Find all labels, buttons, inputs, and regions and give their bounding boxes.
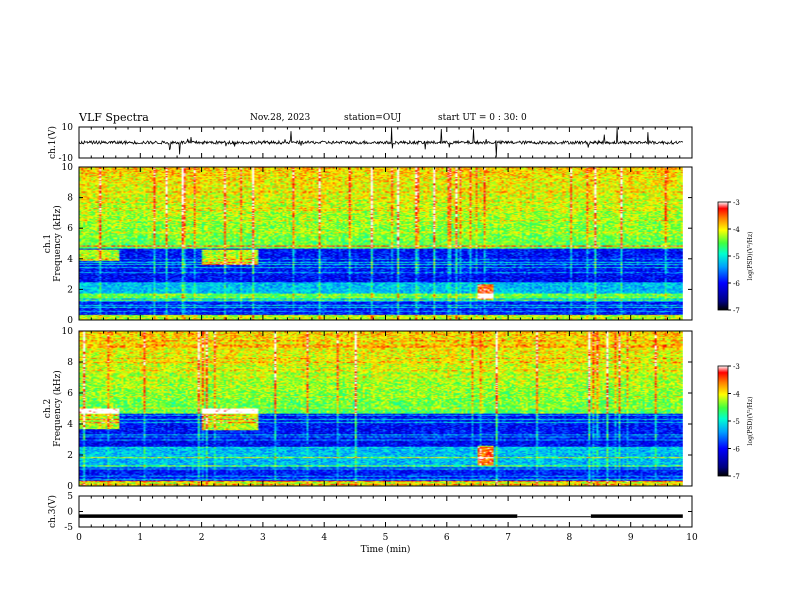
- ch2-spectrogram-ytick-label: 8: [67, 358, 73, 368]
- ch1-waveform-ytick-label: -10: [59, 154, 74, 164]
- ch1-spectrogram-ylabel-line: Frequency (kHz): [52, 205, 63, 282]
- ch2-spectrogram-ytick-label: 10: [62, 327, 74, 337]
- ch1-colorbar-tick-label: -3: [733, 199, 740, 207]
- spectrogram-image-ch1: [79, 167, 683, 320]
- ch2-spectrogram-ytick-label: 4: [67, 420, 73, 430]
- ch2-colorbar: [717, 365, 729, 477]
- ch2-colorbar-label: log(PSD)(V²/Hz): [747, 397, 754, 446]
- ch1-colorbar-tick-label: -7: [733, 307, 740, 315]
- ch1-waveform-ylabel-line: ch.1(V): [47, 126, 58, 159]
- ch2-colorbar-tick-label: -6: [733, 446, 740, 454]
- ch1-colorbar: [717, 201, 729, 311]
- xtick-label: 6: [444, 533, 450, 543]
- ch1-colorbar-tick-label: -5: [733, 253, 740, 261]
- ch1-colorbar-tick-label: -6: [733, 280, 740, 288]
- ch1-spectrogram-ytick-label: 4: [67, 255, 73, 265]
- ch1-waveform-ytick-label: 10: [62, 123, 74, 133]
- xtick-label: 2: [199, 533, 205, 543]
- ch1-waveform-trace: [78, 127, 684, 157]
- ch1-spectrogram-ytick-label: 6: [67, 224, 73, 234]
- ch2-colorbar-tick-label: -5: [733, 418, 740, 426]
- start-time-label: start UT = 0 : 30: 0: [438, 113, 527, 123]
- xtick-label: 1: [137, 533, 143, 543]
- xtick-label: 9: [628, 533, 634, 543]
- ch1-spectrogram-ylabel-line: ch.1: [43, 234, 53, 253]
- ch1-spectrogram-ytick-label: 10: [62, 163, 74, 173]
- xtick-label: 4: [321, 533, 327, 543]
- ch2-spectrogram-ytick-label: 6: [67, 389, 73, 399]
- ch1-spectrogram-ytick-label: 0: [67, 316, 73, 326]
- station-label: station=OUJ: [344, 113, 402, 123]
- ch2-spectrogram-ylabel: ch.2 Frequency (kHz): [43, 370, 63, 447]
- ch1-spectrogram-ytick-label: 8: [67, 194, 73, 204]
- ch2-colorbar-tick-label: -3: [733, 363, 740, 371]
- ch3-waveform-ylabel: ch.3(V): [47, 495, 58, 528]
- ch1-colorbar-label: log(PSD)(V²/Hz): [747, 232, 754, 281]
- chart-title: VLF Spectra: [79, 111, 149, 124]
- ch1-spectrogram-ytick-label: 2: [67, 285, 73, 295]
- ch3-waveform-ytick-label: 5: [67, 492, 73, 502]
- xtick-label: 8: [567, 533, 573, 543]
- ch2-spectrogram-ytick-label: 0: [67, 482, 73, 492]
- ch3-waveform-ylabel-line: ch.3(V): [47, 495, 58, 528]
- xtick-label: 3: [260, 533, 266, 543]
- ch2-spectrogram-ytick-label: 2: [67, 451, 73, 461]
- ch2-spectrogram-ylabel-line: ch.2: [43, 399, 53, 418]
- ch3-waveform-ytick-label: 0: [67, 508, 73, 518]
- ch2-colorbar-tick-label: -7: [733, 473, 740, 481]
- xtick-label: 7: [505, 533, 511, 543]
- xtick-label: 0: [76, 533, 82, 543]
- date-label: Nov.28, 2023: [250, 113, 311, 123]
- ch1-colorbar-tick-label: -4: [733, 226, 740, 234]
- ch3-waveform-ytick-label: -5: [64, 523, 73, 533]
- xtick-label: 5: [383, 533, 389, 543]
- ch2-spectrogram-ylabel-line: Frequency (kHz): [52, 370, 63, 447]
- spectrogram-image-ch2: [79, 331, 683, 486]
- ch2-colorbar-tick-label: -4: [733, 391, 740, 399]
- ch1-waveform-ylabel: ch.1(V): [47, 126, 58, 159]
- ch1-spectrogram-ylabel: ch.1 Frequency (kHz): [43, 205, 63, 282]
- x-axis-title: Time (min): [361, 544, 411, 555]
- xtick-label: 10: [686, 533, 698, 543]
